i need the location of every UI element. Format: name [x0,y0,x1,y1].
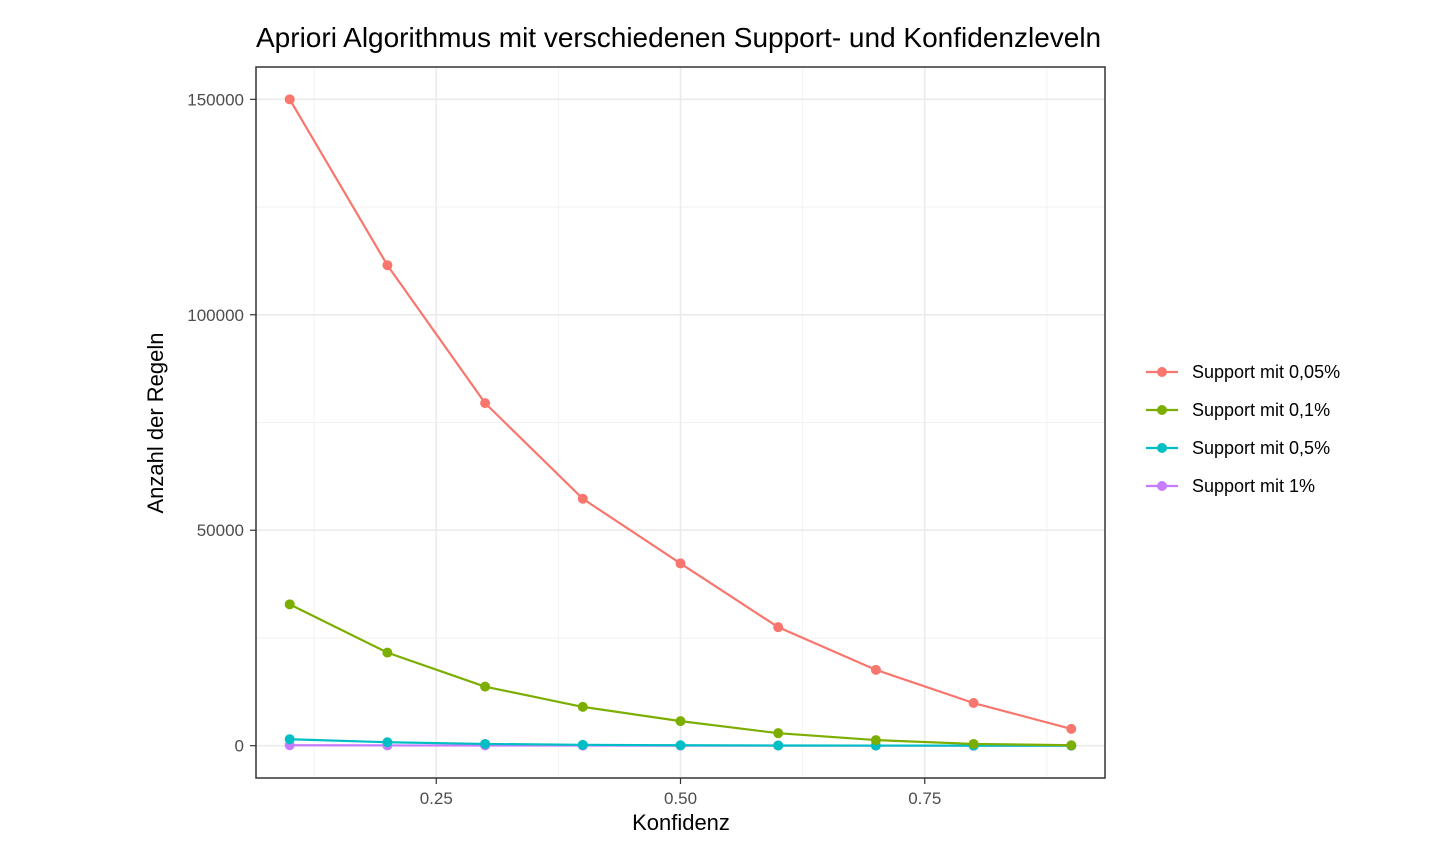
legend-key-point [1157,443,1167,453]
data-point [773,740,784,751]
y-tick-label: 50000 [197,521,244,540]
data-point [773,728,784,739]
y-tick-label: 150000 [187,90,244,109]
data-point [382,647,393,658]
data-point [870,735,881,746]
x-tick-label: 0.75 [908,789,941,808]
data-point [284,94,295,105]
y-axis: 0 50000 100000 150000 [187,90,256,756]
legend-key-point [1157,481,1167,491]
legend-label: Support mit 1% [1192,476,1315,496]
data-point [284,734,295,745]
data-point [577,739,588,750]
data-point [968,698,979,709]
data-point [480,738,491,749]
data-point [284,599,295,610]
data-point [675,558,686,569]
y-tick-label: 100000 [187,306,244,325]
legend-item: Support mit 0,05% [1146,362,1340,382]
data-point [577,493,588,504]
x-axis-title: Konfidenz [632,810,730,835]
data-point [675,716,686,727]
data-point [382,260,393,271]
legend-label: Support mit 0,05% [1192,362,1340,382]
data-point [1066,740,1077,751]
legend-item: Support mit 1% [1146,476,1315,496]
y-tick-label: 0 [235,737,244,756]
series-layer [284,94,1077,751]
data-point [480,398,491,409]
data-point [382,737,393,748]
legend-key-point [1157,405,1167,415]
x-axis: 0.25 0.50 0.75 [420,778,941,808]
x-tick-label: 0.25 [420,789,453,808]
data-point [870,664,881,675]
data-point [675,740,686,751]
data-point [1066,723,1077,734]
legend-item: Support mit 0,1% [1146,400,1330,420]
legend-label: Support mit 0,5% [1192,438,1330,458]
y-axis-title: Anzahl der Regeln [143,332,168,513]
data-point [480,681,491,692]
legend-item: Support mit 0,5% [1146,438,1330,458]
legend: Support mit 0,05% Support mit 0,1% Support… [1146,362,1340,496]
data-point [577,701,588,712]
chart-title: Apriori Algorithmus mit verschiedenen Su… [256,22,1101,53]
legend-key-point [1157,367,1167,377]
data-point [773,622,784,633]
x-tick-label: 0.50 [664,789,697,808]
legend-label: Support mit 0,1% [1192,400,1330,420]
data-point [968,738,979,749]
